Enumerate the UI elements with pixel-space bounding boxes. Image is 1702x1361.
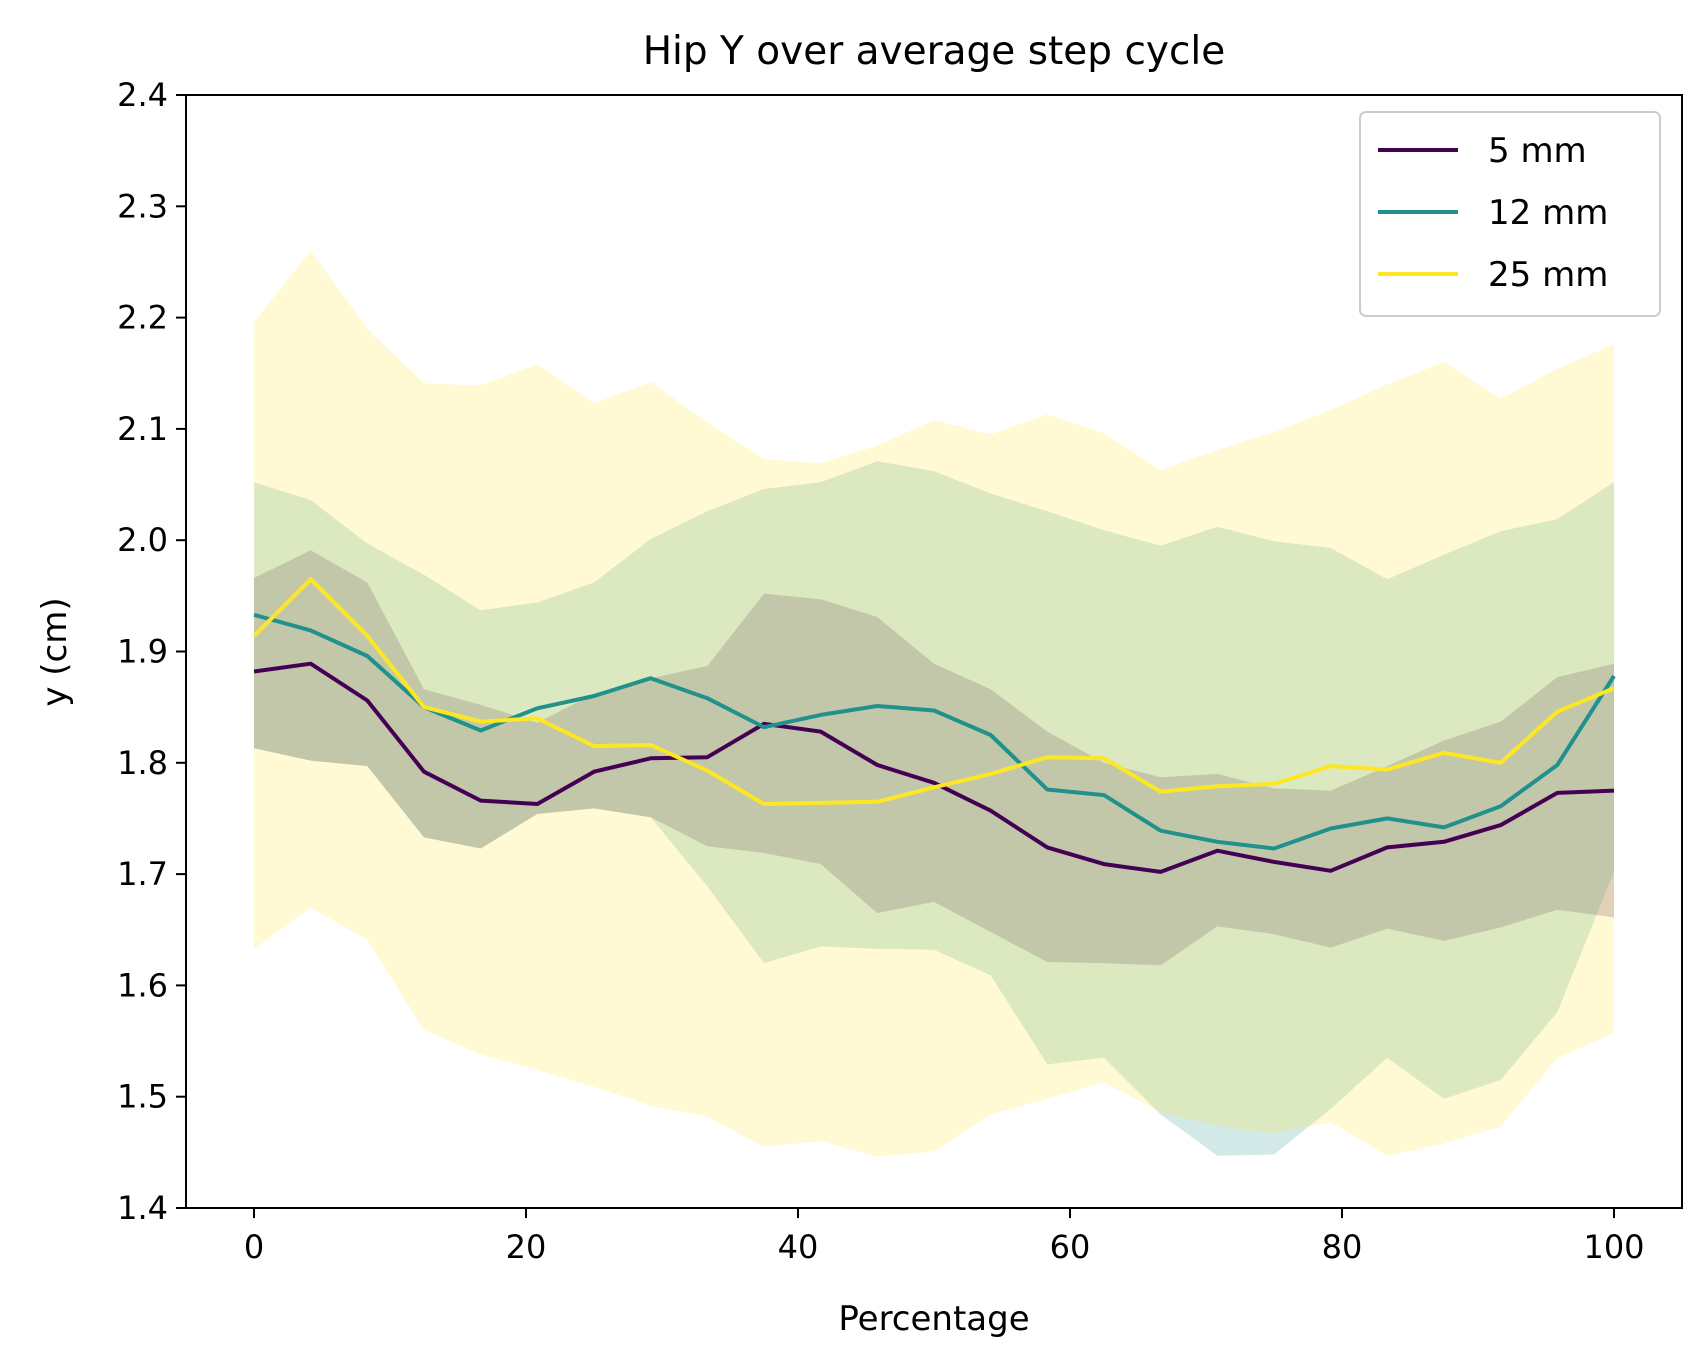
- legend-label-0: 5 mm: [1488, 131, 1587, 171]
- y-axis-label: y (cm): [35, 597, 75, 706]
- x-axis-ticks: 0 20 40 60 80 100: [244, 1208, 1645, 1266]
- y-tick-label: 2.4: [117, 76, 168, 114]
- y-tick-label: 1.6: [117, 966, 168, 1004]
- legend-label-1: 12 mm: [1488, 193, 1608, 233]
- line-series-2: [252, 577, 1615, 806]
- y-tick-label: 1.4: [117, 1189, 168, 1227]
- band-series-2: [254, 250, 1614, 1157]
- y-tick-label: 1.9: [117, 633, 168, 671]
- confidence-bands: [254, 250, 1614, 1157]
- y-tick-label: 1.5: [117, 1078, 168, 1116]
- x-tick-label: 80: [1322, 1228, 1363, 1266]
- x-tick-label: 40: [778, 1228, 819, 1266]
- legend-label-2: 25 mm: [1488, 255, 1608, 295]
- x-tick-label: 0: [244, 1228, 264, 1266]
- line-series-0: [253, 661, 1615, 874]
- chart-title: Hip Y over average step cycle: [643, 29, 1226, 74]
- x-axis-label: Percentage: [838, 1299, 1029, 1339]
- line-series-1: [253, 612, 1616, 851]
- x-tick-label: 100: [1583, 1228, 1644, 1266]
- series-lines: [252, 577, 1616, 874]
- band-series-1: [254, 461, 1614, 1156]
- x-tick-label: 20: [506, 1228, 547, 1266]
- y-tick-label: 2.1: [117, 410, 168, 448]
- y-tick-label: 2.2: [117, 299, 168, 337]
- legend: 5 mm 12 mm 25 mm: [1359, 111, 1661, 317]
- y-tick-label: 1.7: [117, 855, 168, 893]
- x-tick-label: 60: [1050, 1228, 1091, 1266]
- legend-box: [1359, 111, 1661, 317]
- y-tick-label: 2.0: [117, 521, 168, 559]
- y-tick-label: 2.3: [117, 187, 168, 225]
- y-tick-label: 1.8: [117, 744, 168, 782]
- y-axis-ticks: 1.4 1.5 1.6 1.7 1.8 1.9 2.0 2.1 2.2 2.3 2.4: [117, 76, 186, 1227]
